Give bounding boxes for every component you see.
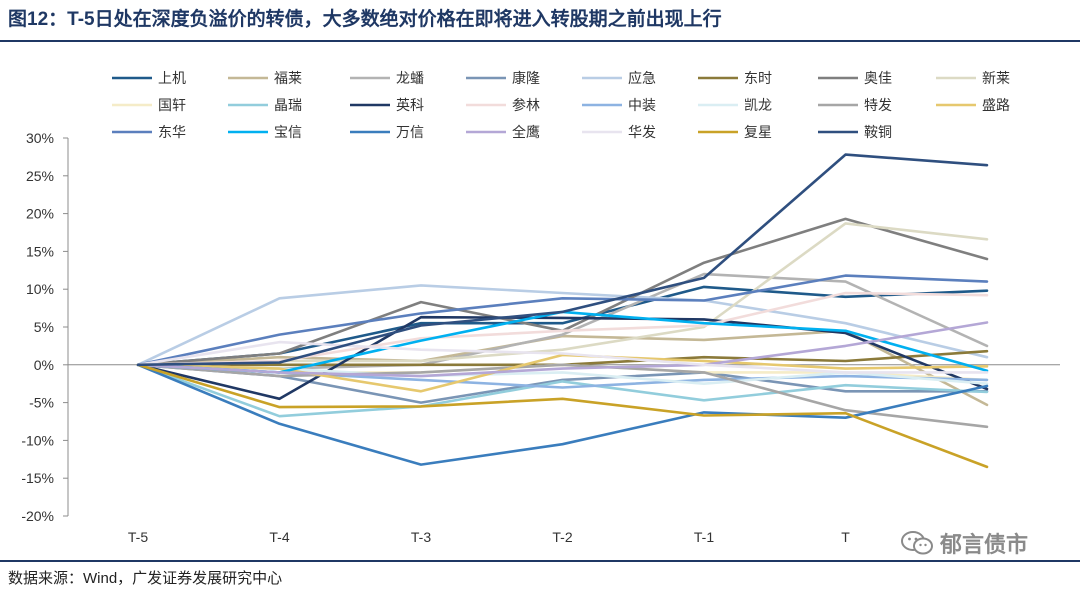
title-bar: 图12：T-5日处在深度负溢价的转债，大多数绝对价格在即将进入转股期之前出现上行 <box>0 0 1080 42</box>
wechat-icon <box>901 531 933 555</box>
x-tick-label: T-5 <box>128 529 148 545</box>
y-tick-label: 25% <box>26 168 54 184</box>
legend-label: 东时 <box>744 70 772 86</box>
series-line-4 <box>136 284 989 367</box>
legend-label: 复星 <box>744 124 772 140</box>
series-lines <box>136 153 989 469</box>
y-tick-label: 5% <box>34 319 54 335</box>
series-line-22 <box>136 153 989 367</box>
y-tick-label: 10% <box>26 281 54 297</box>
y-tick-label: 20% <box>26 206 54 222</box>
y-tick-label: 0% <box>34 357 54 373</box>
y-tick-label: 30% <box>26 130 54 146</box>
series-line-20 <box>136 340 989 374</box>
y-tick-label: -15% <box>21 470 54 486</box>
watermark: 郁言债市 <box>900 528 1028 558</box>
legend-label: 华发 <box>628 124 656 140</box>
legend-label: 新莱 <box>982 70 1010 86</box>
legend-label: 盛路 <box>982 97 1010 113</box>
series-line-9 <box>136 363 989 418</box>
x-tick-label: T-3 <box>411 529 431 545</box>
legend-label: 万信 <box>396 124 424 140</box>
y-axis: -20% -15% -10% -5% 0% 5% 10% 15% 20% 25% 30% <box>21 130 69 524</box>
legend-label: 康隆 <box>512 70 540 86</box>
legend-label: 特发 <box>864 97 892 113</box>
y-tick-label: -20% <box>21 508 54 524</box>
legend-label: 英科 <box>396 97 424 113</box>
legend-label: 晶瑞 <box>274 97 302 113</box>
legend-label: 福莱 <box>274 70 302 86</box>
figure-title: 图12：T-5日处在深度负溢价的转债，大多数绝对价格在即将进入转股期之前出现上行 <box>8 9 722 30</box>
legend-label: 奥佳 <box>864 70 892 86</box>
series-line-18 <box>136 363 989 466</box>
series-line-15 <box>136 353 989 393</box>
legend-label: 东华 <box>158 124 186 140</box>
x-tick-label: T <box>841 529 850 545</box>
legend-label: 参林 <box>512 97 540 113</box>
series-line-16 <box>136 274 989 367</box>
legend-label: 国轩 <box>158 97 186 113</box>
legend-label: 全鹰 <box>512 124 540 140</box>
watermark-label: 郁言债市 <box>940 532 1029 557</box>
series-line-10 <box>136 315 989 401</box>
x-tick-label: T-4 <box>269 529 289 545</box>
legend-label: 凯龙 <box>744 97 772 113</box>
source-note: 数据来源：Wind，广发证券发展研究中心 <box>8 570 283 587</box>
series-line-11 <box>136 291 989 367</box>
bottom-rule <box>0 560 1080 562</box>
legend-label: 宝信 <box>274 124 302 140</box>
y-tick-label: 15% <box>26 243 54 259</box>
x-tick-label: T-2 <box>552 529 572 545</box>
y-tick-label: -5% <box>29 395 54 411</box>
series-line-21 <box>136 363 989 469</box>
legend-label: 龙蟠 <box>396 70 424 86</box>
series-line-14 <box>136 363 989 429</box>
y-tick-label: -10% <box>21 432 54 448</box>
legend-label: 鞍铜 <box>864 124 892 140</box>
legend-label: 中装 <box>628 97 656 113</box>
legend-label: 应急 <box>628 70 656 86</box>
series-line-19 <box>136 321 989 378</box>
legend-label: 上机 <box>158 70 186 86</box>
x-tick-label: T-1 <box>694 529 714 545</box>
